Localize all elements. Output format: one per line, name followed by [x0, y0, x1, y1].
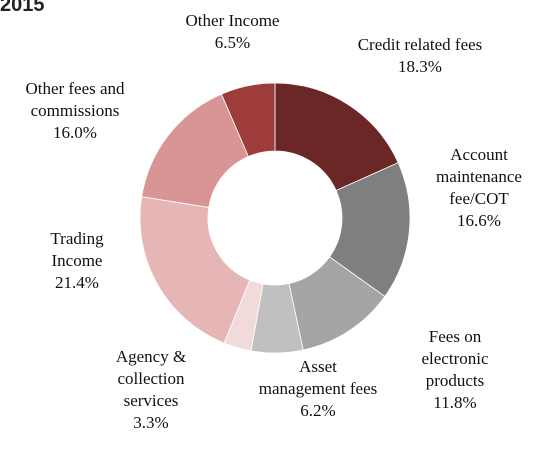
category-label: Other fees and commissions: [25, 79, 125, 120]
slice-label: Other fees and commissions 16.0%: [0, 78, 150, 144]
value-label: 6.5%: [214, 33, 251, 52]
pie-slice: [220, 82, 276, 158]
pie-slice: [139, 196, 251, 344]
slice-label: Trading Income 21.4%: [32, 228, 122, 294]
category-label: Credit related fees: [357, 35, 483, 54]
value-label: 16.0%: [53, 123, 97, 142]
value-label: 21.4%: [55, 273, 99, 292]
category-label: Trading Income: [50, 229, 104, 270]
category-label: Fees on electronic products: [421, 327, 489, 390]
pie-slice: [274, 82, 399, 192]
value-label: 3.3%: [133, 413, 169, 432]
chart-title: 2015: [0, 0, 45, 16]
slice-label: Asset management fees 6.2%: [258, 356, 378, 422]
pie-slice: [141, 93, 249, 208]
slice-label: Fees on electronic products 11.8%: [400, 326, 510, 414]
slice-label: Agency & collection services 3.3%: [96, 346, 206, 434]
value-label: 6.2%: [300, 401, 336, 420]
value-label: 18.3%: [398, 57, 442, 76]
category-label: Asset management fees: [258, 357, 378, 398]
value-label: 11.8%: [433, 393, 477, 412]
category-label: Account maintenance fee/COT: [436, 145, 522, 208]
category-label: Agency & collection services: [115, 347, 187, 410]
category-label: Other Income: [185, 11, 280, 30]
slice-label: Credit related fees 18.3%: [350, 34, 490, 78]
slice-label: Account maintenance fee/COT 16.6%: [424, 144, 534, 232]
slice-label: Other Income 6.5%: [160, 10, 305, 54]
value-label: 16.6%: [457, 211, 501, 230]
